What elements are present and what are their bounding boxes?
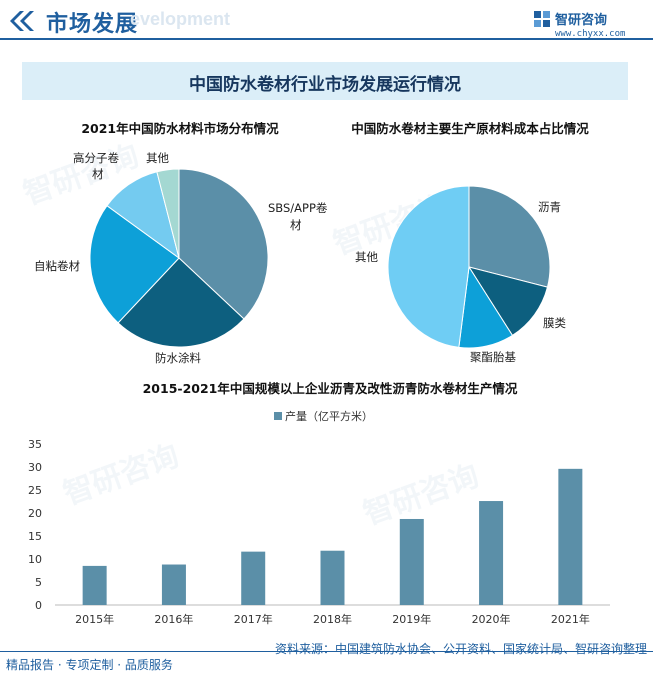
pie1-label-other: 其他 (146, 151, 169, 165)
pie1-slice-1 (117, 257, 245, 348)
bar-y-tick-0: 0 (35, 599, 42, 612)
pie2-label-film: 膜类 (543, 316, 566, 330)
pie2-slice-3 (387, 185, 470, 348)
pie1-label-polymer-cont: 材 (92, 167, 104, 181)
pie2-label-polyester: 聚酯胎基 (470, 350, 516, 364)
bar-x-ticks: 2015年 2016年 2017年 2018年 2019年 2020年 2021年 (75, 612, 590, 626)
pie1-slice-2 (89, 204, 180, 324)
bar-2 (241, 551, 266, 605)
legend-swatch (274, 412, 282, 420)
pie2-title: 中国防水卷材主要生产原材料成本占比情况 (351, 121, 589, 136)
bar-1 (161, 564, 186, 605)
bar-title: 2015-2021年中国规模以上企业沥青及改性沥青防水卷材生产情况 (142, 381, 518, 396)
bar-3 (320, 550, 345, 605)
pie2-label-asphalt: 沥青 (538, 200, 561, 214)
bar-y-tick-4: 20 (28, 507, 42, 520)
pie1-slice-4 (156, 168, 180, 259)
brand-block: 智研咨询 www.chyxx.com (533, 8, 643, 44)
pie1-label-selfadhesive: 自粘卷材 (34, 259, 80, 273)
pie1-label-polymer: 高分子卷 (73, 151, 119, 165)
report-banner: 中国防水卷材行业市场发展运行情况 (22, 62, 628, 100)
bar-5 (479, 501, 504, 605)
report-title: 中国防水卷材行业市场发展运行情况 (189, 75, 461, 95)
section-ghost-text: evelopment (130, 9, 231, 29)
pie2-slice-1 (467, 266, 549, 337)
pie2-label-other: 其他 (355, 250, 378, 264)
bar-y-tick-5: 25 (28, 484, 42, 497)
bar-x-tick-4: 2019年 (392, 612, 431, 626)
pie1-label-coating: 防水涂料 (155, 351, 201, 365)
bar-4 (399, 518, 424, 605)
double-chevron-icon (10, 11, 34, 31)
brand-url: www.chyxx.com (555, 29, 626, 39)
bar-bars (82, 468, 583, 605)
bar-x-tick-1: 2016年 (154, 612, 193, 626)
header-divider (0, 38, 653, 40)
pie1-slices (89, 168, 269, 348)
bar-x-tick-3: 2018年 (313, 612, 352, 626)
pie1-label-sbs: SBS/APP卷 (268, 201, 328, 215)
pie1-slice-0 (178, 168, 269, 320)
bar-y-ticks: 0 5 10 15 20 25 30 35 (28, 438, 42, 612)
page-header: 市场发展 evelopment 智研咨询 www.chyxx.com (0, 0, 653, 46)
bar-x-tick-5: 2020年 (472, 612, 511, 626)
bar-x-tick-2: 2017年 (234, 612, 273, 626)
bar-y-tick-6: 30 (28, 461, 42, 474)
bar-x-tick-0: 2015年 (75, 612, 114, 626)
bar-y-tick-2: 10 (28, 553, 42, 566)
bar-y-tick-3: 15 (28, 530, 42, 543)
footer-divider (0, 651, 653, 652)
source-note: 资料来源：中国建筑防水协会、公开资料、国家统计局、智研咨询整理 (274, 642, 647, 656)
brand-logo-icon (534, 11, 550, 27)
section-title: 市场发展 (46, 12, 139, 37)
footer-slogan: 精品报告 · 专项定制 · 品质服务 (6, 658, 173, 672)
legend-label: 产量（亿平方米） (285, 409, 373, 423)
pie2-slices (387, 185, 551, 349)
bar-0 (82, 565, 107, 605)
bar-y-tick-7: 35 (28, 438, 42, 451)
pie1-title: 2021年中国防水材料市场分布情况 (81, 121, 279, 136)
brand-name: 智研咨询 (555, 13, 608, 28)
bar-6 (558, 468, 583, 605)
pie1-label-sbs-cont: 材 (290, 218, 302, 232)
bar-x-tick-6: 2021年 (551, 612, 590, 626)
pie2-slice-0 (468, 185, 551, 288)
bar-y-tick-1: 5 (35, 576, 42, 589)
